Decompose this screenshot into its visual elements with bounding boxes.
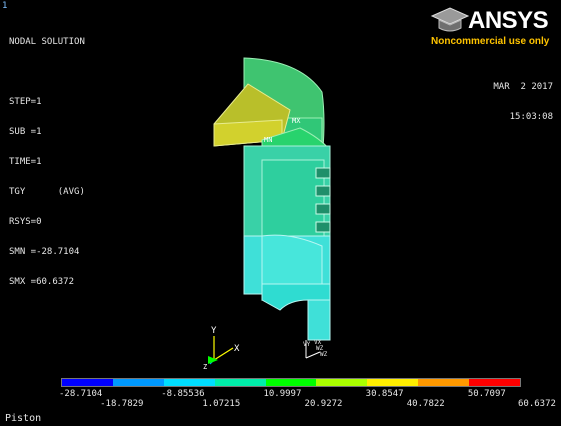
info-line: SMX =60.6372 bbox=[9, 277, 75, 287]
graduation-cap-icon bbox=[430, 7, 470, 32]
legend-label: 1.07215 bbox=[202, 399, 241, 409]
info-line: TGY (AVG) bbox=[9, 187, 85, 197]
wcs-wz2: WZ bbox=[320, 351, 328, 358]
contour-legend-bar bbox=[61, 378, 521, 387]
model-inner-panel bbox=[261, 159, 325, 237]
model-lower-inner bbox=[261, 234, 323, 285]
viewport-number: 1 bbox=[2, 1, 8, 11]
wcs-vx: VX bbox=[314, 339, 322, 346]
info-line: NODAL SOLUTION bbox=[9, 37, 85, 47]
time-text: 15:03:08 bbox=[509, 112, 553, 122]
logo-wordmark: ANSYS bbox=[468, 7, 549, 34]
triad-x-label: X bbox=[234, 344, 240, 354]
info-line: TIME=1 bbox=[9, 157, 42, 167]
legend-color-segment bbox=[163, 379, 215, 386]
legend-label: -28.7104 bbox=[59, 389, 103, 399]
legend-color-segment bbox=[112, 379, 164, 386]
info-line: SMN =-28.7104 bbox=[9, 247, 80, 257]
max-marker: MX bbox=[292, 117, 301, 125]
ansys-logo: ANSYS Noncommercial use only bbox=[430, 6, 561, 52]
legend-label: 60.6372 bbox=[518, 399, 556, 409]
legend-color-segment bbox=[367, 379, 419, 386]
legend-color-segment bbox=[316, 379, 368, 386]
legend-label: 10.9997 bbox=[263, 389, 302, 399]
legend-label: 30.8547 bbox=[365, 389, 404, 399]
info-line: RSYS=0 bbox=[9, 217, 42, 227]
info-line: STEP=1 bbox=[9, 97, 42, 107]
plot-title: Piston bbox=[5, 413, 42, 424]
wcs-vy: VY bbox=[303, 341, 311, 348]
triad-y-label: Y bbox=[211, 326, 217, 336]
min-marker: MN bbox=[264, 136, 272, 144]
triad-x-axis bbox=[213, 347, 234, 361]
model-notch bbox=[315, 167, 331, 179]
datetime-stamp: MAR 2 2017 15:03:08 bbox=[493, 62, 553, 142]
model-skirt bbox=[261, 283, 331, 311]
date-text: MAR 2 2017 bbox=[493, 82, 553, 92]
model-notch bbox=[315, 203, 331, 215]
model-notch bbox=[315, 185, 331, 197]
triad-z-label: Z bbox=[203, 363, 207, 371]
model-notch bbox=[315, 221, 331, 233]
legend-color-segment bbox=[62, 379, 113, 386]
legend-label: -8.85536 bbox=[161, 389, 205, 399]
legend-label: -18.7829 bbox=[100, 399, 144, 409]
wcs-axis bbox=[305, 351, 321, 359]
logo-subtitle: Noncommercial use only bbox=[431, 36, 550, 47]
legend-label: 50.7097 bbox=[467, 389, 506, 399]
legend-color-segment bbox=[265, 379, 317, 386]
legend-color-segment bbox=[418, 379, 470, 386]
legend-label: 20.9272 bbox=[304, 399, 343, 409]
legend-color-segment bbox=[214, 379, 266, 386]
info-line: SUB =1 bbox=[9, 127, 42, 137]
wcs-wz: WZ bbox=[316, 345, 324, 352]
solution-info: NODAL SOLUTION STEP=1 SUB =1 TIME=1 TGY … bbox=[9, 17, 85, 307]
triad-origin bbox=[208, 356, 218, 364]
legend-label: 40.7822 bbox=[406, 399, 445, 409]
legend-color-segment bbox=[469, 379, 521, 386]
